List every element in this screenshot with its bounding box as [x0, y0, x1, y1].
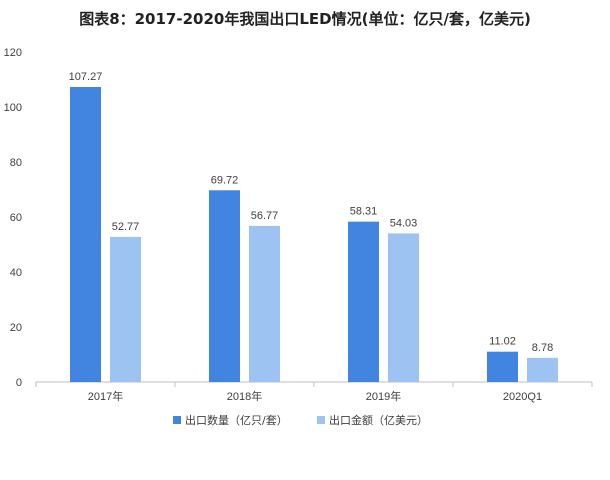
data-label: 58.31 [350, 206, 378, 218]
bar-amount-0 [110, 236, 141, 382]
y-tick-label: 80 [10, 157, 22, 169]
y-tick-label: 100 [4, 102, 22, 114]
data-label: 56.77 [251, 210, 279, 222]
data-label: 8.78 [532, 342, 553, 354]
data-label: 54.03 [390, 217, 418, 229]
bar-amount-2 [388, 233, 419, 382]
x-tick-label: 2017年 [88, 389, 123, 403]
data-label: 11.02 [489, 336, 516, 348]
bar-amount-3 [527, 357, 558, 382]
y-tick-label: 40 [10, 267, 22, 279]
data-label: 107.27 [69, 71, 103, 83]
y-tick-label: 20 [10, 322, 22, 334]
bar-quantity-3 [487, 351, 518, 382]
legend-label: 出口金额（亿美元） [329, 413, 428, 427]
data-label: 69.72 [211, 174, 239, 186]
x-tick-label: 2020Q1 [503, 391, 542, 403]
y-tick-label: 60 [10, 212, 22, 224]
bar-quantity-1 [209, 190, 240, 382]
bar-quantity-0 [70, 87, 101, 382]
legend-label: 出口数量（亿只/套） [185, 413, 288, 427]
chart-title: 图表8：2017-2020年我国出口LED情况(单位：亿只/套，亿美元) [79, 10, 531, 28]
x-tick-label: 2019年 [366, 389, 401, 403]
y-tick-label: 120 [4, 47, 22, 59]
bar-amount-1 [249, 225, 280, 382]
data-label: 52.77 [112, 221, 140, 233]
legend-swatch [317, 416, 325, 424]
bar-quantity-2 [348, 221, 379, 382]
x-tick-label: 2018年 [227, 389, 262, 403]
legend-swatch [173, 416, 181, 424]
y-tick-label: 0 [16, 377, 22, 389]
